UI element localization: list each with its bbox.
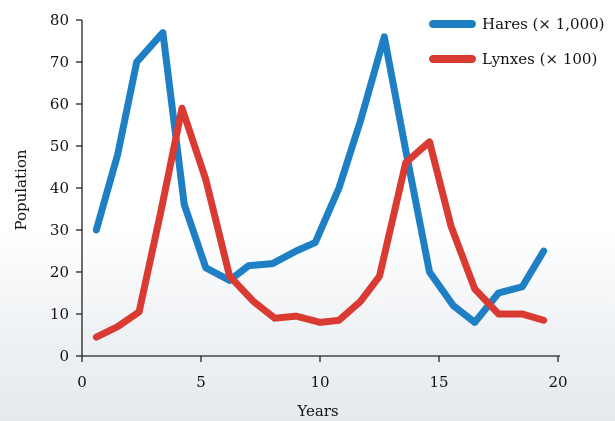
y-tick-label: 50 — [50, 137, 69, 155]
x-tick-label: 15 — [429, 373, 448, 391]
x-tick-label: 20 — [548, 373, 567, 391]
y-ticks: 0 10 20 30 40 50 60 70 80 — [50, 11, 82, 365]
y-tick-label: 40 — [50, 179, 69, 197]
legend-label-hares: Hares (× 1,000) — [482, 15, 605, 33]
x-ticks: 0 5 10 15 20 — [77, 356, 568, 391]
x-tick-label: 10 — [310, 373, 329, 391]
y-axis-title: Population — [12, 149, 30, 230]
legend: Hares (× 1,000) Lynxes (× 100) — [429, 15, 605, 68]
y-tick-label: 70 — [50, 53, 69, 71]
series-line-lynxes — [92, 104, 548, 341]
y-tick-label: 0 — [59, 347, 69, 365]
y-tick-label: 10 — [50, 305, 69, 323]
legend-label-lynxes: Lynxes (× 100) — [482, 50, 597, 68]
series-layer — [92, 29, 548, 341]
y-tick-label: 60 — [50, 95, 69, 113]
axes: 0 10 20 30 40 50 60 70 80 0 5 10 15 20 — [50, 11, 568, 391]
y-tick-label: 80 — [50, 11, 69, 29]
y-tick-label: 20 — [50, 263, 69, 281]
y-tick-label: 30 — [50, 221, 69, 239]
x-axis-title: Years — [296, 402, 338, 420]
x-tick-label: 5 — [196, 373, 206, 391]
series-line-hares — [92, 29, 548, 326]
x-tick-label: 0 — [77, 373, 87, 391]
